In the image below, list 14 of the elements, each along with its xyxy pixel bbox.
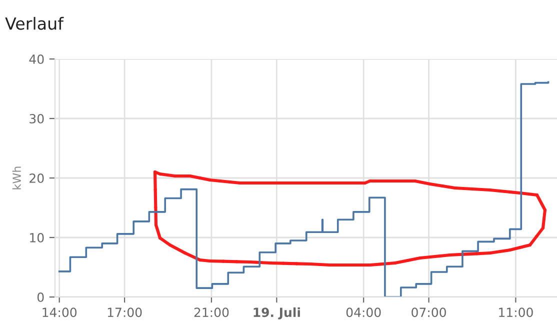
x-tick-label: 17:00 <box>108 308 142 318</box>
x-tick-label: 14:00 <box>42 308 77 318</box>
x-tick-label: 07:00 <box>412 308 446 318</box>
y-tick-label: 20 <box>30 173 44 183</box>
y-axis-title: kWh <box>12 166 21 190</box>
y-tick-label: 10 <box>30 232 44 242</box>
y-tick-label: 0 <box>37 292 44 302</box>
y-tick-label: 30 <box>30 114 44 124</box>
x-tick-label: 11:00 <box>499 308 533 318</box>
x-tick-label: 04:00 <box>346 308 381 318</box>
x-tick-label: 19. Juli <box>254 307 300 320</box>
y-tick-label: 40 <box>29 54 44 64</box>
chart-title: Verlauf <box>5 16 64 30</box>
x-tick-label: 21:00 <box>194 308 229 318</box>
